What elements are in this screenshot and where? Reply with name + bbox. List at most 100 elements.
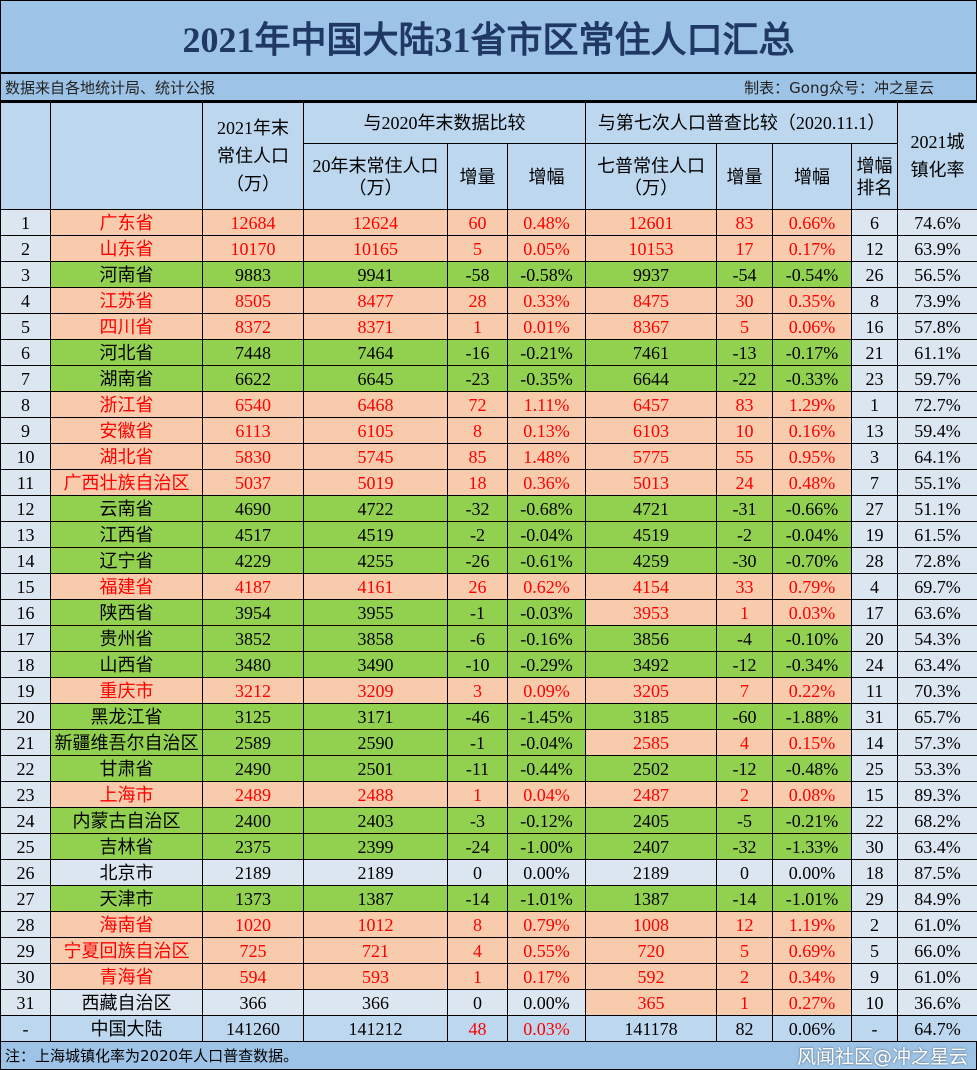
- cell-pop2021: 10170: [203, 236, 304, 262]
- cell-region: 湖北省: [51, 444, 203, 470]
- cell-pop2021: 2375: [203, 834, 304, 860]
- header-pop2020: 20年末常住人口（万）: [304, 144, 448, 210]
- cell-pct-census: 1.19%: [773, 912, 852, 938]
- cell-inc-census: 4: [717, 730, 773, 756]
- header-inc2: 增量: [717, 144, 773, 210]
- cell-pct2020: 0.04%: [508, 782, 586, 808]
- cell-rank: 13: [852, 418, 898, 444]
- header-rank: 增幅排名: [852, 144, 898, 210]
- cell-rank: 17: [852, 600, 898, 626]
- data-source: 数据来自各地统计局、统计公报: [5, 77, 215, 98]
- cell-census-pop: 1387: [586, 886, 717, 912]
- cell-pop2020: 3955: [304, 600, 448, 626]
- total-region: 中国大陆: [51, 1016, 203, 1042]
- cell-pop2021: 6540: [203, 392, 304, 418]
- cell-census-pop: 3492: [586, 652, 717, 678]
- cell-inc2020: -3: [448, 808, 508, 834]
- cell-rank: 22: [852, 808, 898, 834]
- cell-urban-rate: 69.7%: [898, 574, 977, 600]
- total-pct-census: 0.06%: [773, 1016, 852, 1042]
- cell-pct2020: -0.35%: [508, 366, 586, 392]
- cell-pop2021: 2589: [203, 730, 304, 756]
- cell-inc-census: 1: [717, 990, 773, 1016]
- author-credit: 制表：Gong众号：冲之星云: [744, 77, 934, 98]
- header-cmp2020: 与2020年末数据比较: [304, 103, 586, 144]
- cell-urban-rate: 68.2%: [898, 808, 977, 834]
- cell-pop2021: 2489: [203, 782, 304, 808]
- cell-urban-rate: 61.5%: [898, 522, 977, 548]
- cell-inc2020: -24: [448, 834, 508, 860]
- cell-pop2020: 3490: [304, 652, 448, 678]
- cell-region: 海南省: [51, 912, 203, 938]
- cell-index: 31: [1, 990, 51, 1016]
- cell-census-pop: 8475: [586, 288, 717, 314]
- cell-rank: 11: [852, 678, 898, 704]
- cell-pct-census: 0.17%: [773, 236, 852, 262]
- cell-pct-census: -0.21%: [773, 808, 852, 834]
- cell-inc2020: -11: [448, 756, 508, 782]
- cell-inc-census: 2: [717, 964, 773, 990]
- cell-pct2020: 0.05%: [508, 236, 586, 262]
- cell-index: 11: [1, 470, 51, 496]
- cell-inc2020: -26: [448, 548, 508, 574]
- cell-urban-rate: 59.7%: [898, 366, 977, 392]
- cell-inc-census: 7: [717, 678, 773, 704]
- total-census-pop: 141178: [586, 1016, 717, 1042]
- cell-region: 福建省: [51, 574, 203, 600]
- header-census: 七普常住人口（万）: [586, 144, 717, 210]
- cell-inc2020: 72: [448, 392, 508, 418]
- total-urban-rate: 64.7%: [898, 1016, 977, 1042]
- cell-rank: 28: [852, 548, 898, 574]
- cell-inc2020: -1: [448, 730, 508, 756]
- cell-rank: 9: [852, 964, 898, 990]
- cell-inc2020: 1: [448, 782, 508, 808]
- cell-rank: 15: [852, 782, 898, 808]
- cell-inc2020: 1: [448, 314, 508, 340]
- cell-census-pop: 3856: [586, 626, 717, 652]
- cell-inc-census: 33: [717, 574, 773, 600]
- cell-urban-rate: 70.3%: [898, 678, 977, 704]
- cell-rank: 6: [852, 210, 898, 236]
- cell-census-pop: 6103: [586, 418, 717, 444]
- cell-pct2020: 0.48%: [508, 210, 586, 236]
- cell-region: 江苏省: [51, 288, 203, 314]
- cell-inc2020: 4: [448, 938, 508, 964]
- cell-pop2020: 4722: [304, 496, 448, 522]
- cell-rank: 1: [852, 392, 898, 418]
- cell-rank: 21: [852, 340, 898, 366]
- total-rank: -: [852, 1016, 898, 1042]
- cell-region: 青海省: [51, 964, 203, 990]
- cell-pct2020: 0.00%: [508, 990, 586, 1016]
- cell-inc2020: -58: [448, 262, 508, 288]
- cell-rank: 27: [852, 496, 898, 522]
- cell-pop2021: 4229: [203, 548, 304, 574]
- cell-census-pop: 5775: [586, 444, 717, 470]
- cell-inc-census: -12: [717, 652, 773, 678]
- cell-urban-rate: 64.1%: [898, 444, 977, 470]
- cell-pct2020: 0.01%: [508, 314, 586, 340]
- cell-region: 重庆市: [51, 678, 203, 704]
- cell-inc2020: 28: [448, 288, 508, 314]
- cell-pop2021: 4517: [203, 522, 304, 548]
- cell-census-pop: 592: [586, 964, 717, 990]
- cell-census-pop: 4154: [586, 574, 717, 600]
- cell-region: 浙江省: [51, 392, 203, 418]
- cell-pop2020: 9941: [304, 262, 448, 288]
- cell-pct2020: 0.33%: [508, 288, 586, 314]
- header-pct2: 增幅: [773, 144, 852, 210]
- cell-pct2020: -0.04%: [508, 522, 586, 548]
- cell-urban-rate: 74.6%: [898, 210, 977, 236]
- cell-census-pop: 1008: [586, 912, 717, 938]
- cell-index: 16: [1, 600, 51, 626]
- cell-inc-census: 10: [717, 418, 773, 444]
